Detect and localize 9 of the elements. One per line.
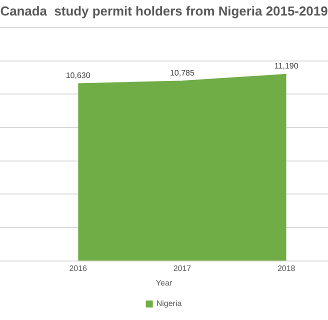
x-axis-title: Year	[156, 278, 172, 288]
data-label: 10,630	[66, 70, 91, 80]
x-tick-label: 2016	[69, 264, 88, 273]
legend-label: Nigeria	[156, 299, 182, 308]
chart-title: Canada study permit holders from Nigeria 2015-2019	[0, 3, 328, 18]
x-tick-label: 2018	[277, 264, 296, 273]
data-label: 10,785	[170, 68, 196, 78]
x-tick-label: 2017	[173, 264, 192, 273]
data-label: 11,190	[274, 62, 299, 71]
